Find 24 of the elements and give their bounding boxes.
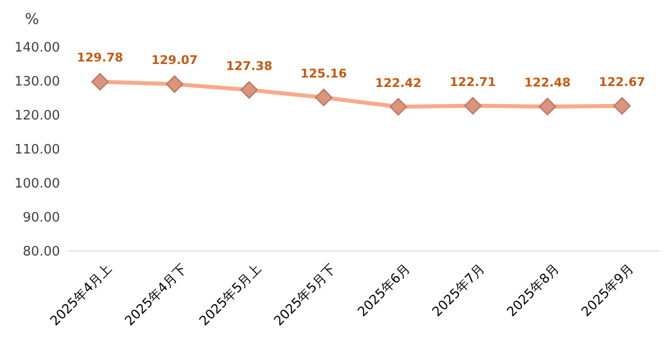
data-label: 122.71 — [450, 74, 496, 89]
point — [390, 98, 408, 116]
data-label: 122.67 — [598, 74, 646, 89]
data-label: 127.38 — [226, 58, 272, 73]
point — [464, 97, 482, 115]
point — [538, 98, 556, 116]
data-label: 122.42 — [375, 76, 422, 90]
data-label: 122.48 — [524, 76, 571, 90]
y-tick-label: 140.00 — [14, 40, 60, 56]
y-tick-label: 100.00 — [14, 176, 60, 192]
point — [240, 81, 258, 99]
data-label: 129.78 — [76, 50, 124, 65]
y-tick-label: 110.00 — [14, 142, 60, 158]
point — [314, 88, 332, 106]
y-tick-label: 120.00 — [14, 108, 60, 124]
data-label: 125.16 — [300, 66, 347, 80]
point — [166, 75, 184, 93]
y-tick-label: 80.00 — [22, 244, 60, 260]
point — [91, 73, 109, 90]
y-tick-label: 130.00 — [14, 74, 60, 90]
data-label: 129.07 — [151, 53, 198, 68]
y-tick-label: 90.00 — [22, 210, 60, 226]
y-axis-title: % — [24, 10, 40, 28]
point — [613, 97, 631, 115]
